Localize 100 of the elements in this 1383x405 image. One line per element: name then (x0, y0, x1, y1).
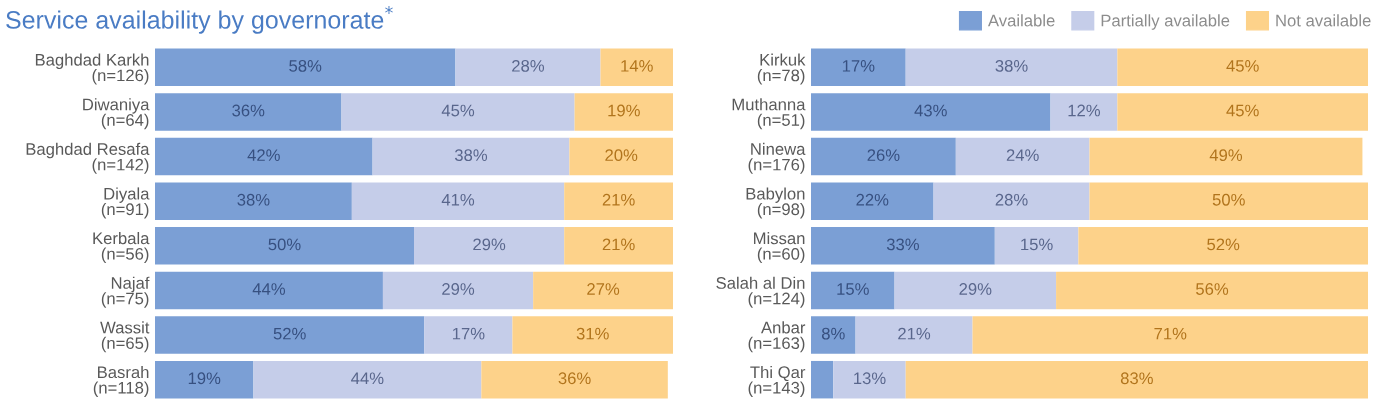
data-label: 14% (621, 60, 653, 72)
data-label: 17% (452, 327, 485, 340)
data-label: 36% (558, 372, 591, 385)
legend-label: Not available (1276, 14, 1371, 27)
bar (933, 182, 1090, 220)
data-label: 13% (854, 372, 886, 385)
bar (155, 271, 383, 310)
data-label: 22% (856, 193, 889, 206)
bar (811, 182, 934, 220)
y-tick-label: Missan (n=60) (754, 232, 805, 264)
data-label: 21% (898, 327, 931, 340)
data-label: 44% (252, 283, 286, 295)
y-tick-label: Ninewa (n=176) (748, 142, 806, 174)
y-tick-label: Thi Qar (n=143) (748, 365, 806, 397)
bar (564, 227, 673, 265)
bar (1089, 137, 1363, 176)
bar (1089, 182, 1368, 220)
y-tick-label: Diyala (n=91) (101, 187, 150, 219)
data-label: 26% (867, 149, 900, 162)
bar (905, 360, 1368, 399)
data-label: 38% (454, 149, 488, 162)
bar (533, 271, 673, 310)
data-label: 28% (995, 193, 1028, 206)
data-label: 41% (441, 193, 475, 206)
data-label: 50% (1212, 193, 1245, 206)
data-label: 17% (842, 60, 875, 72)
bar (811, 93, 1051, 131)
bar (811, 271, 895, 310)
bar (894, 271, 1057, 310)
bar (155, 137, 373, 176)
bar (155, 182, 352, 220)
bar (972, 316, 1368, 354)
data-label: 45% (1226, 60, 1259, 72)
bar (564, 182, 673, 220)
bar (155, 227, 414, 265)
bar (155, 48, 456, 87)
bar (811, 227, 995, 265)
y-tick-label: Babylon (n=98) (746, 187, 805, 219)
bar (155, 316, 425, 354)
bar (1050, 93, 1118, 131)
bar (455, 48, 601, 87)
bar (811, 360, 834, 399)
data-label: 19% (188, 372, 221, 385)
bar (855, 316, 973, 354)
bar (1056, 271, 1368, 310)
data-label: 42% (247, 149, 280, 161)
legend-label: Available (987, 14, 1055, 27)
data-label: 21% (602, 238, 635, 251)
bar (905, 48, 1118, 87)
bar (600, 48, 673, 87)
data-label: 28% (512, 59, 545, 72)
bar (811, 316, 856, 354)
y-tick-label: Najaf (n=75) (101, 276, 150, 308)
y-tick-label: Anbar (n=163) (748, 321, 806, 353)
data-label: 24% (1006, 149, 1039, 161)
bar (1117, 48, 1368, 87)
y-tick-label: Muthanna (n=51) (732, 98, 806, 130)
bar (253, 360, 482, 399)
y-tick-label: Wassit (n=65) (100, 321, 150, 353)
y-tick-label: Salah al Din (n=124) (716, 276, 805, 308)
bar (994, 227, 1079, 265)
data-label: 33% (886, 238, 919, 251)
bar (574, 93, 673, 131)
y-tick-label: Baghdad Karkh (n=126) (35, 53, 149, 85)
bar (382, 271, 534, 310)
data-label: 52% (1207, 238, 1240, 251)
data-label: 49% (1209, 149, 1243, 162)
bar (341, 93, 575, 131)
data-label: 52% (273, 327, 306, 340)
bar (833, 360, 906, 399)
y-tick-label: Baghdad Resafa (n=142) (26, 142, 150, 174)
data-label: 31% (576, 327, 609, 340)
y-tick-label: Kerbala (n=56) (93, 232, 150, 264)
data-label: 44% (351, 372, 384, 385)
bar (811, 48, 906, 87)
bar (155, 360, 254, 399)
bar (1078, 227, 1368, 265)
data-label: 58% (289, 59, 322, 72)
data-label: 15% (837, 283, 869, 295)
data-label: 27% (587, 283, 620, 295)
data-label: 38% (995, 59, 1028, 72)
bar (811, 137, 956, 176)
y-tick-label: Basrah (n=118) (93, 365, 149, 397)
data-label: 19% (608, 104, 640, 117)
chart-title: Service availability by governorate$^{*}$ (6, 6, 393, 34)
data-label: 8% (821, 327, 845, 340)
bar (372, 137, 570, 176)
bar (414, 227, 565, 265)
data-label: 83% (1120, 372, 1153, 385)
data-label: 29% (442, 283, 475, 295)
data-label: 29% (473, 238, 506, 251)
bar (424, 316, 513, 354)
data-label: 12% (1068, 104, 1101, 117)
data-label: 71% (1154, 327, 1187, 340)
data-label: 43% (914, 104, 947, 117)
data-label: 21% (602, 193, 635, 206)
data-label: 20% (605, 149, 638, 162)
data-label: 29% (959, 283, 992, 295)
data-label: 15% (1021, 238, 1053, 251)
bar (155, 93, 342, 131)
